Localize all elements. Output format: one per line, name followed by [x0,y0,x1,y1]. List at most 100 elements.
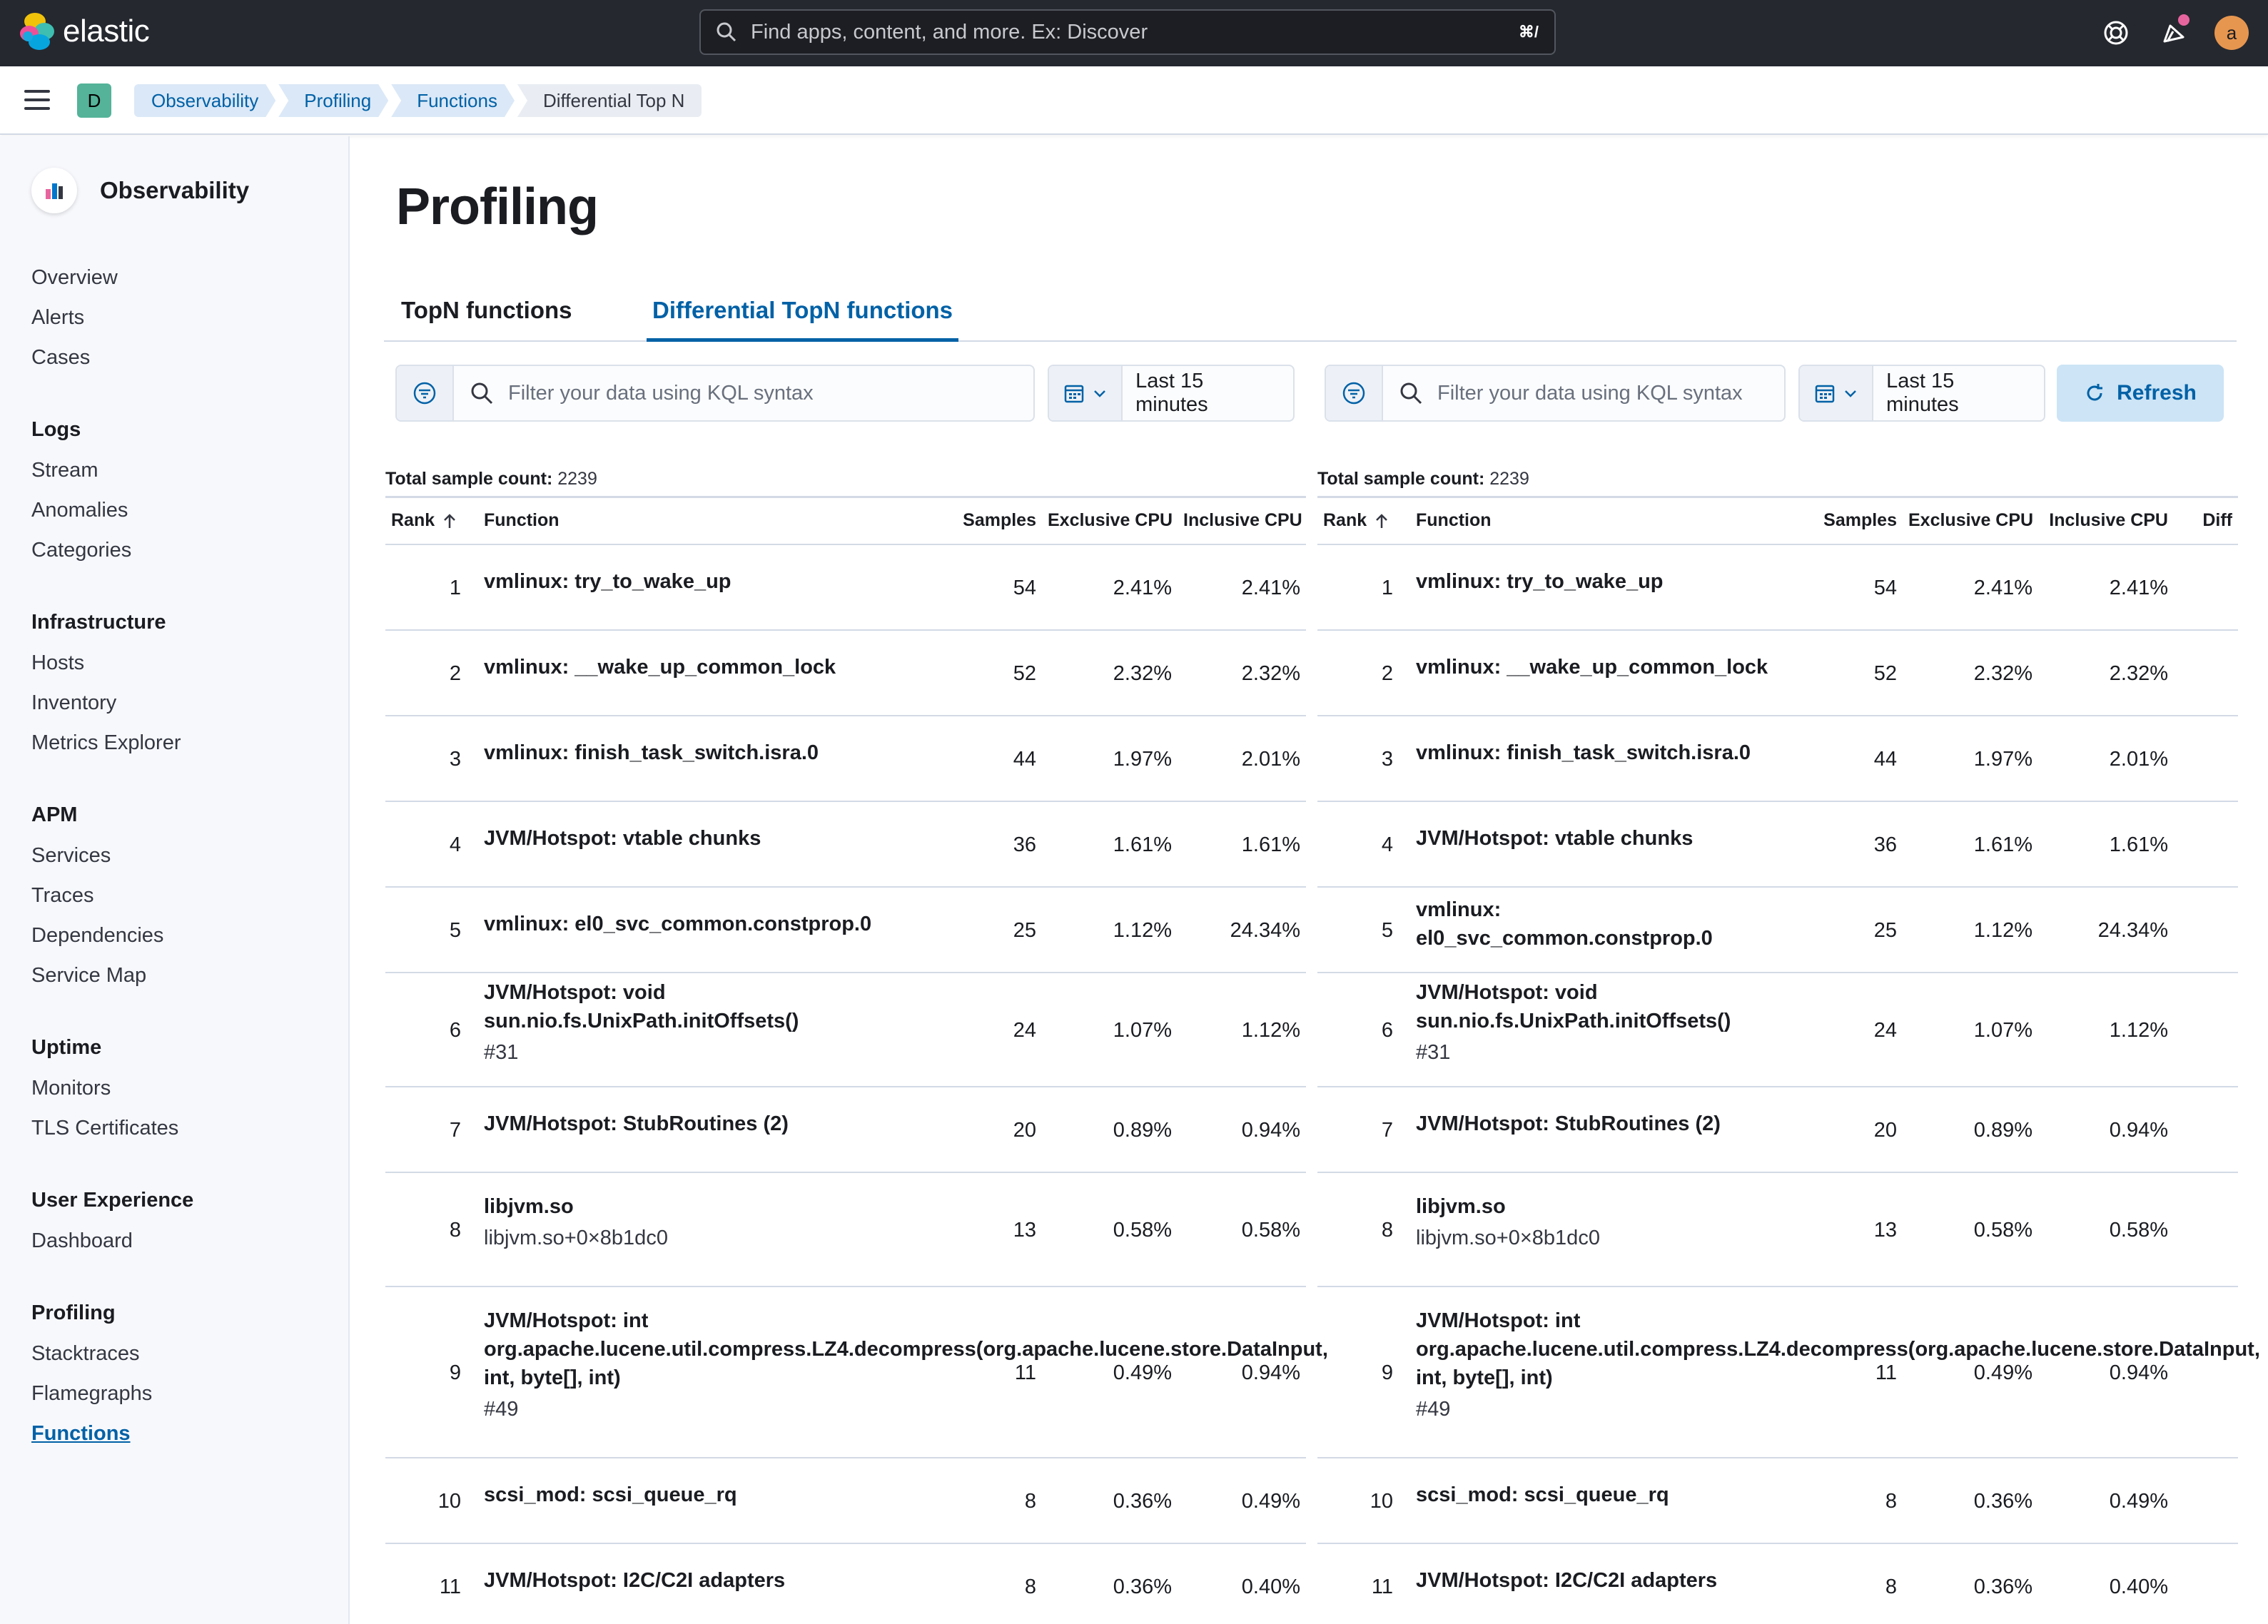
table-row[interactable]: 7 JVM/Hotspot: StubRoutines (2) 20 0.89% 0.9… [1317,1086,2238,1173]
sidebar-item-traces[interactable]: Traces [31,884,94,907]
table-row[interactable]: 2 vmlinux: __wake_up_common_lock 52 2.32% 2.… [385,629,1306,716]
column-header-samples[interactable]: Samples [1796,496,1903,545]
column-header-inclusive-cpu[interactable]: Inclusive CPU [1178,496,1306,545]
column-header-samples[interactable]: Samples [935,496,1042,545]
global-search-input[interactable]: Find apps, content, and more. Ex: Discov… [699,9,1556,55]
table-row[interactable]: 3 vmlinux: finish_task_switch.isra.0 44 1.9… [385,715,1306,802]
space-selector[interactable]: D [77,83,111,118]
function-name[interactable]: JVM/Hotspot: void sun.nio.fs.UnixPath.in… [484,980,799,1032]
refresh-button[interactable]: Refresh [2057,365,2224,422]
table-row[interactable]: 10 scsi_mod: scsi_queue_rq 8 0.36% 0.49% [1317,1457,2238,1544]
help-icon[interactable] [2102,19,2130,47]
table-row[interactable]: 7 JVM/Hotspot: StubRoutines (2) 20 0.89% 0.9… [385,1086,1306,1173]
sidebar-item-monitors[interactable]: Monitors [31,1077,111,1100]
sidebar-item-inventory[interactable]: Inventory [31,691,117,714]
right-date-range[interactable]: Last 15 minutes [1886,370,1959,416]
breadcrumb-profiling[interactable]: Profiling [278,84,388,117]
function-name[interactable]: JVM/Hotspot: I2C/C2I adapters [1416,1568,1718,1592]
function-name[interactable]: JVM/Hotspot: int org.apache.lucene.util.… [484,1309,1328,1389]
table-row[interactable]: 3 vmlinux: finish_task_switch.isra.0 44 1.9… [1317,715,2238,802]
table-row[interactable]: 5 vmlinux: el0_svc_common.constprop.0 25 1.… [385,886,1306,973]
function-name[interactable]: vmlinux: el0_svc_common.constprop.0 [484,912,872,935]
function-name[interactable]: vmlinux: try_to_wake_up [484,569,731,593]
sidebar-item-overview[interactable]: Overview [31,266,118,289]
sidebar-item-stacktraces[interactable]: Stacktraces [31,1342,140,1365]
sidebar-item-dashboard[interactable]: Dashboard [31,1229,133,1252]
left-kql-search[interactable]: Filter your data using KQL syntax [395,365,1035,422]
table-row[interactable]: 2 vmlinux: __wake_up_common_lock 52 2.32% 2.… [1317,629,2238,716]
tab-topn-functions[interactable]: TopN functions [401,297,572,323]
sidebar-item-tls-certificates[interactable]: TLS Certificates [31,1117,179,1140]
sidebar-item-functions[interactable]: Functions [31,1422,131,1445]
breadcrumb-functions[interactable]: Functions [391,84,515,117]
sidebar-item-anomalies[interactable]: Anomalies [31,499,128,522]
column-header-rank[interactable]: Rank [385,496,478,545]
function-name[interactable]: JVM/Hotspot: vtable chunks [1416,826,1694,850]
function-name[interactable]: vmlinux: el0_svc_common.constprop.0 [1416,898,1713,950]
function-name[interactable]: scsi_mod: scsi_queue_rq [1416,1483,1669,1506]
function-name[interactable]: vmlinux: finish_task_switch.isra.0 [484,741,819,764]
function-name[interactable]: libjvm.so [1416,1194,1506,1218]
sidebar-item-metrics-explorer[interactable]: Metrics Explorer [31,731,181,754]
function-cell: JVM/Hotspot: vtable chunks [1410,801,1796,888]
table-row[interactable]: 1 vmlinux: try_to_wake_up 54 2.41% 2.41% [1317,544,2238,631]
function-name[interactable]: JVM/Hotspot: StubRoutines (2) [484,1112,789,1135]
table-row[interactable]: 10 scsi_mod: scsi_queue_rq 8 0.36% 0.49% [385,1457,1306,1544]
sidebar-item-alerts[interactable]: Alerts [31,306,85,329]
sidebar-item-stream[interactable]: Stream [31,459,98,482]
column-header-diff[interactable]: Diff [2174,496,2238,545]
function-cell: libjvm.so libjvm.so+0×8b1dc0 [1410,1172,1796,1287]
column-header-exclusive-cpu[interactable]: Exclusive CPU [1903,496,2038,545]
table-row[interactable]: 8 libjvm.so libjvm.so+0×8b1dc0 13 0.58% 0.58% [1317,1172,2238,1287]
sidebar-item-flamegraphs[interactable]: Flamegraphs [31,1382,153,1405]
left-filter-button[interactable] [397,366,454,420]
left-date-picker[interactable]: Last 15 minutes [1048,365,1295,422]
table-row[interactable]: 11 JVM/Hotspot: I2C/C2I adapters 8 0.36% 0.4… [385,1543,1306,1624]
table-row[interactable]: 1 vmlinux: try_to_wake_up 54 2.41% 2.41% [385,544,1306,631]
function-name[interactable]: JVM/Hotspot: vtable chunks [484,826,761,850]
news-feed-icon[interactable] [2159,19,2187,47]
table-row[interactable]: 4 JVM/Hotspot: vtable chunks 36 1.61% 1.61% [1317,801,2238,888]
right-date-picker[interactable]: Last 15 minutes [1798,365,2045,422]
function-name[interactable]: libjvm.so [484,1194,574,1218]
elastic-logo[interactable]: elastic [19,13,150,50]
sidebar-item-hosts[interactable]: Hosts [31,651,85,674]
column-header-function[interactable]: Function [478,496,935,545]
function-name[interactable]: JVM/Hotspot: StubRoutines (2) [1416,1112,1721,1135]
left-quick-select[interactable] [1049,366,1123,420]
sidebar-item-cases[interactable]: Cases [31,346,91,369]
table-row[interactable]: 6 JVM/Hotspot: void sun.nio.fs.UnixPath.i… [1317,972,2238,1087]
function-name[interactable]: scsi_mod: scsi_queue_rq [484,1483,737,1506]
column-header-function[interactable]: Function [1410,496,1796,545]
right-filter-button[interactable] [1326,366,1383,420]
samples-cell: 8 [935,1457,1042,1544]
table-row[interactable]: 6 JVM/Hotspot: void sun.nio.fs.UnixPath.i… [385,972,1306,1087]
table-row[interactable]: 9 JVM/Hotspot: int org.apache.lucene.util… [1317,1286,2260,1458]
breadcrumb-observability[interactable]: Observability [134,84,275,117]
function-name[interactable]: vmlinux: __wake_up_common_lock [484,655,836,679]
table-row[interactable]: 11 JVM/Hotspot: I2C/C2I adapters 8 0.36% 0.4… [1317,1543,2238,1624]
column-header-exclusive-cpu[interactable]: Exclusive CPU [1042,496,1178,545]
table-row[interactable]: 8 libjvm.so libjvm.so+0×8b1dc0 13 0.58% 0.58% [385,1172,1306,1287]
function-name[interactable]: JVM/Hotspot: I2C/C2I adapters [484,1568,786,1592]
tab-differential-topn-functions[interactable]: Differential TopN functions [647,279,959,342]
function-name[interactable]: vmlinux: finish_task_switch.isra.0 [1416,741,1751,764]
sidebar-item-categories[interactable]: Categories [31,539,132,562]
function-name[interactable]: JVM/Hotspot: int org.apache.lucene.util.… [1416,1309,2260,1389]
menu-toggle-icon[interactable] [24,90,50,111]
user-avatar[interactable]: a [2214,16,2249,50]
table-row[interactable]: 9 JVM/Hotspot: int org.apache.lucene.util… [385,1286,1328,1458]
table-row[interactable]: 4 JVM/Hotspot: vtable chunks 36 1.61% 1.61% [385,801,1306,888]
table-row[interactable]: 5 vmlinux: el0_svc_common.constprop.0 25 1.… [1317,886,2238,973]
function-name[interactable]: vmlinux: __wake_up_common_lock [1416,655,1768,679]
column-header-inclusive-cpu[interactable]: Inclusive CPU [2038,496,2174,545]
function-name[interactable]: vmlinux: try_to_wake_up [1416,569,1664,593]
right-kql-search[interactable]: Filter your data using KQL syntax [1325,365,1786,422]
left-date-range[interactable]: Last 15 minutes [1135,370,1208,416]
column-header-rank[interactable]: Rank [1317,496,1410,545]
function-name[interactable]: JVM/Hotspot: void sun.nio.fs.UnixPath.in… [1416,980,1731,1032]
sidebar-item-dependencies[interactable]: Dependencies [31,924,164,947]
right-quick-select[interactable] [1800,366,1874,420]
sidebar-item-services[interactable]: Services [31,844,111,867]
sidebar-item-service-map[interactable]: Service Map [31,964,147,987]
